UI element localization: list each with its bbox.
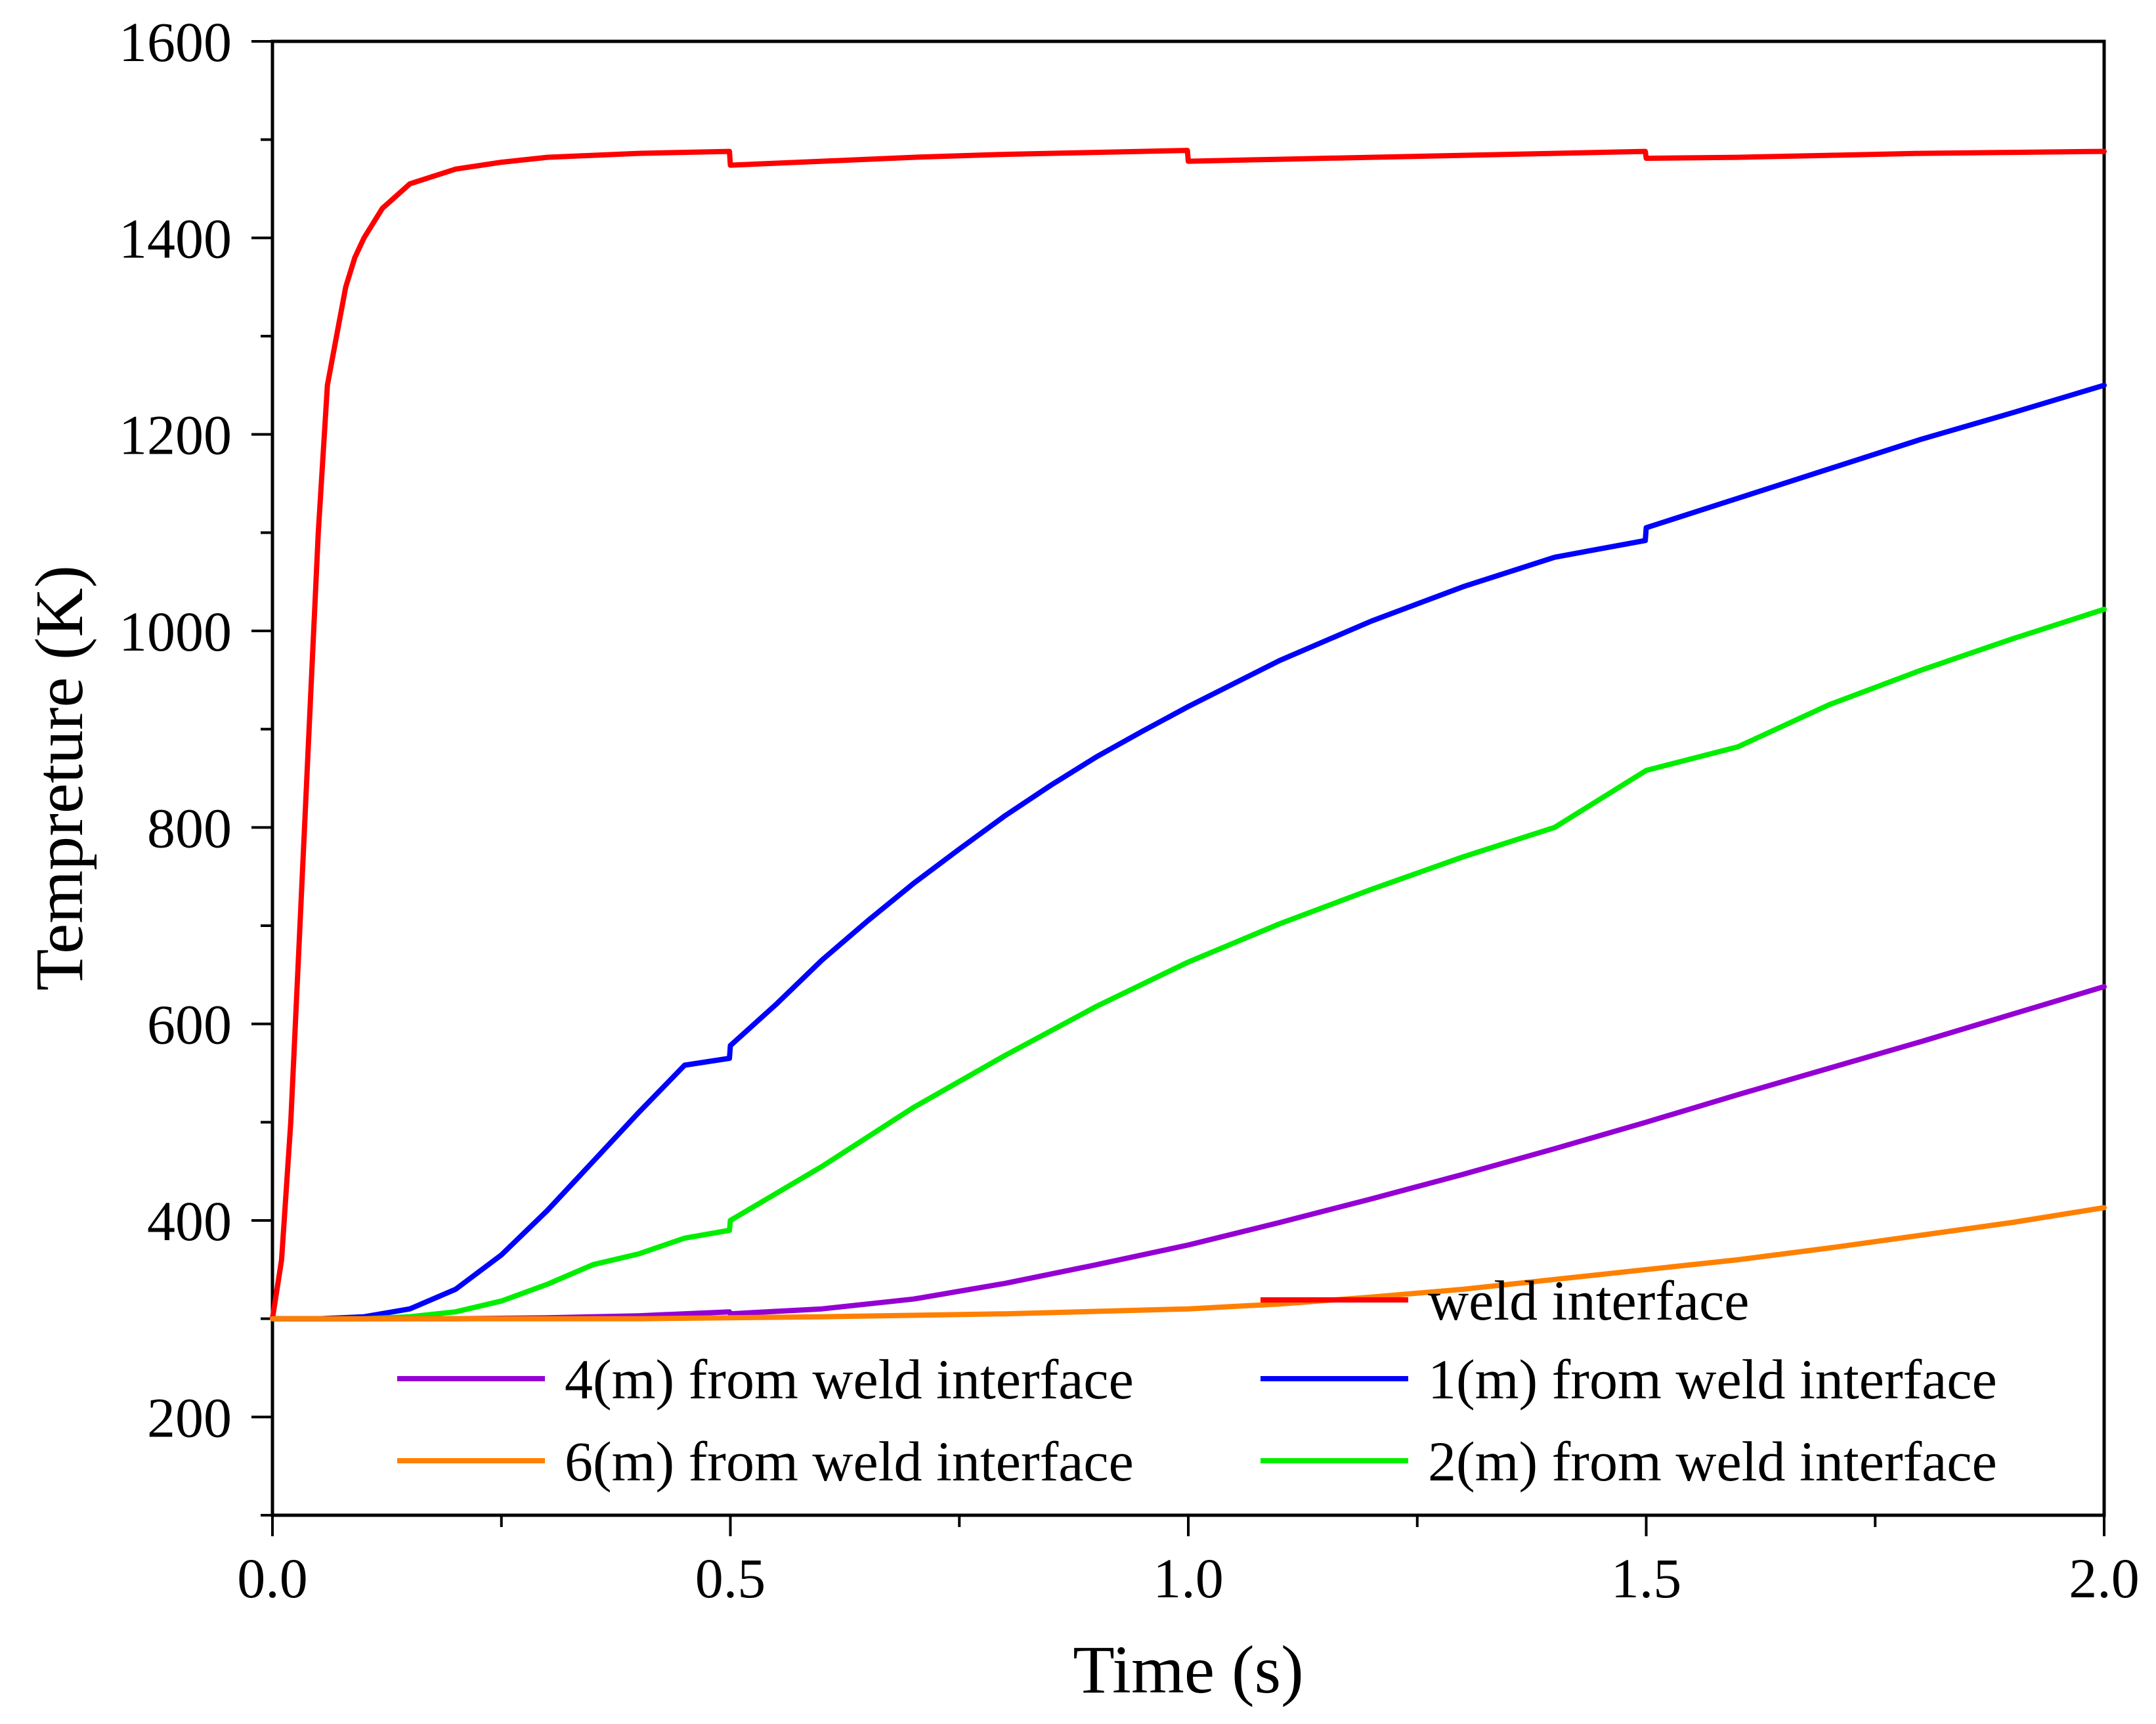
y-axis-label: Tempreture (K) (22, 565, 97, 991)
series-layer (270, 148, 2107, 1322)
y-tick-label: 400 (147, 1190, 232, 1253)
y-tick-label: 1000 (119, 600, 232, 663)
y-tick-label: 600 (147, 993, 232, 1056)
y-axis-ticks: 200 400 600 800 1000 1200 1400 1600 (119, 11, 272, 1517)
legend: weld interface 1(m) from weld interface 2(… (397, 1269, 1997, 1493)
legend-label-4: 4(m) from weld interface (565, 1348, 1134, 1411)
x-tick-label: 1.0 (1153, 1547, 1224, 1610)
plot-frame (270, 39, 2106, 1517)
series-line-5 (270, 1205, 2107, 1322)
y-tick-label: 800 (147, 796, 232, 859)
legend-label-1: weld interface (1428, 1269, 1749, 1332)
series-line-1 (270, 148, 2107, 1322)
x-tick-label: 1.5 (1611, 1547, 1682, 1610)
legend-label-5: 6(m) from weld interface (565, 1430, 1134, 1493)
legend-label-2: 1(m) from weld interface (1428, 1348, 1997, 1411)
series-line-2 (270, 382, 2107, 1322)
y-tick-label: 1400 (119, 207, 232, 270)
legend-label-3: 2(m) from weld interface (1428, 1430, 1997, 1493)
y-tick-label: 200 (147, 1386, 232, 1449)
plot-area (270, 39, 2106, 1517)
x-tick-label: 0.0 (237, 1547, 308, 1610)
x-axis-ticks: 0.0 0.5 1.0 1.5 2.0 (237, 1515, 2140, 1610)
x-tick-label: 2.0 (2069, 1547, 2140, 1610)
y-tick-label: 1200 (119, 404, 232, 467)
x-tick-label: 0.5 (695, 1547, 766, 1610)
x-axis-label: Time (s) (1073, 1632, 1304, 1708)
series-line-3 (270, 607, 2107, 1322)
series-line-4 (270, 983, 2107, 1322)
y-tick-label: 1600 (119, 11, 232, 74)
